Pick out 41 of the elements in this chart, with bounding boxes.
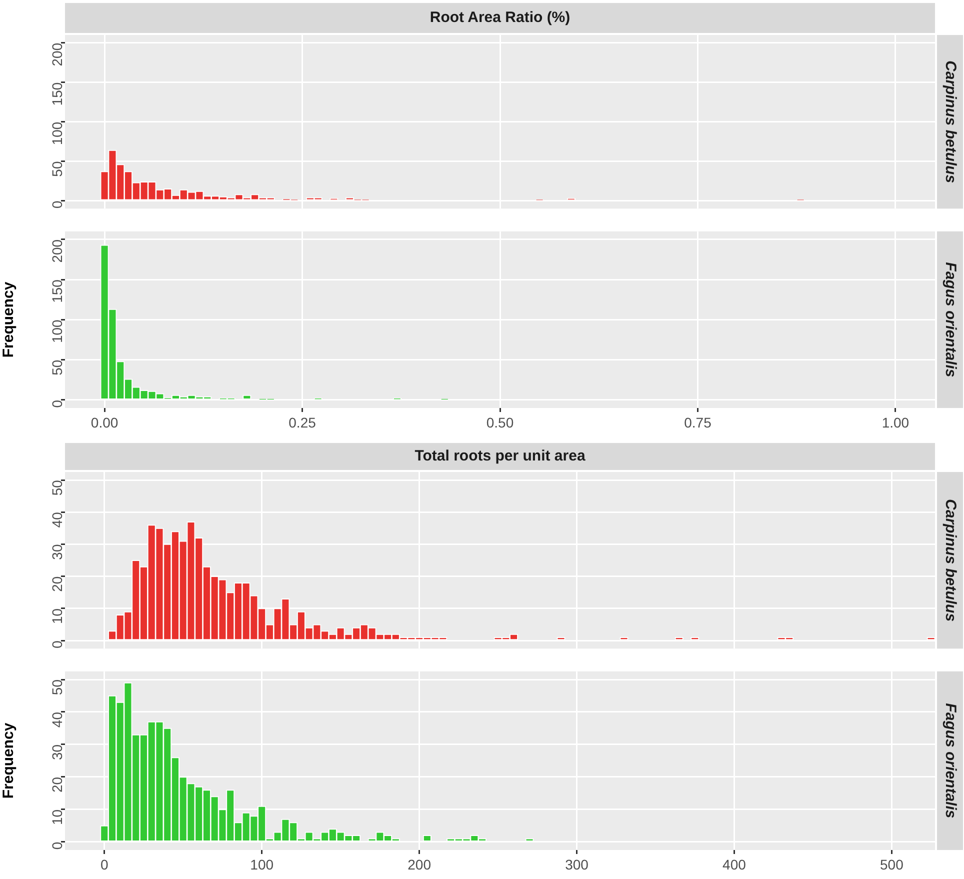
y-tick-label: 0 (48, 640, 65, 648)
y-tick-label: 150 (48, 279, 65, 303)
y-tick-label: 0 (48, 400, 65, 408)
x-tick-label: 500 (880, 856, 904, 872)
x-tick-label: 0.00 (90, 414, 118, 430)
y-tick-label: 40 (48, 512, 65, 528)
text: Carpinus betulus (942, 499, 959, 622)
y-axis-title: Frequency (0, 722, 18, 799)
y-tick-label: 50 (48, 161, 65, 177)
chart-title: Total roots per unit area (414, 448, 586, 465)
y-tick-label: 100 (48, 122, 65, 146)
x-tick-label: 0.25 (288, 414, 316, 430)
x-tick-label: 0.75 (684, 414, 712, 430)
y-tick-label: 50 (48, 360, 65, 376)
x-tick-label: 1.00 (882, 414, 910, 430)
x-tick-label: 200 (408, 856, 432, 872)
y-tick-label: 150 (48, 82, 65, 106)
x-tick-label: 0 (100, 856, 108, 872)
y-tick-label: 20 (48, 576, 65, 592)
text: Fagus orientalis (942, 703, 959, 818)
y-tick-label: 30 (48, 744, 65, 760)
chart-title: Root Area Ratio (%) (430, 9, 570, 26)
y-tick-label: 30 (48, 544, 65, 560)
y-tick-label: 10 (48, 608, 65, 624)
text: Fagus orientalis (942, 262, 959, 378)
y-tick-label: 50 (48, 480, 65, 496)
x-tick-label: 100 (250, 856, 274, 872)
y-tick-label: 200 (48, 239, 65, 263)
y-tick-label: 0 (48, 842, 65, 850)
text: Carpinus betulus (942, 60, 959, 184)
y-axis-title: Frequency (0, 281, 18, 358)
y-tick-label: 50 (48, 679, 65, 696)
y-tick-label: 40 (48, 712, 65, 728)
x-tick-label: 400 (722, 856, 746, 872)
y-tick-label: 10 (48, 809, 65, 825)
y-tick-label: 0 (48, 200, 65, 209)
x-tick-label: 300 (565, 856, 589, 872)
y-tick-label: 100 (48, 319, 65, 344)
y-tick-label: 20 (48, 776, 65, 793)
y-tick-label: 200 (48, 42, 65, 66)
x-tick-label: 0.50 (486, 414, 514, 430)
